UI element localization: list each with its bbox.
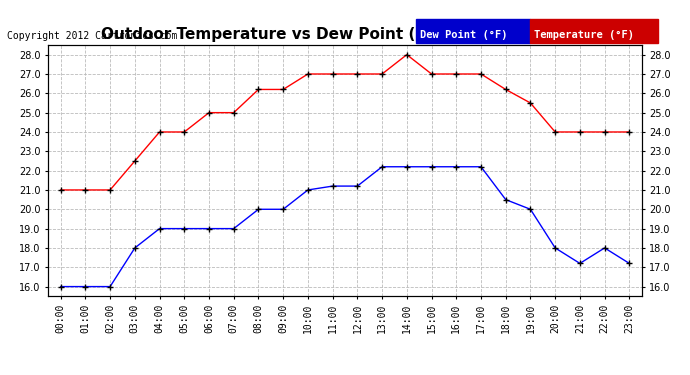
Title: Outdoor Temperature vs Dew Point (24 Hours) 20121224: Outdoor Temperature vs Dew Point (24 Hou… [101,27,589,42]
Text: Temperature (°F): Temperature (°F) [533,30,633,39]
Text: Dew Point (°F): Dew Point (°F) [420,30,507,39]
Text: Copyright 2012 Cartronics.com: Copyright 2012 Cartronics.com [7,32,177,41]
